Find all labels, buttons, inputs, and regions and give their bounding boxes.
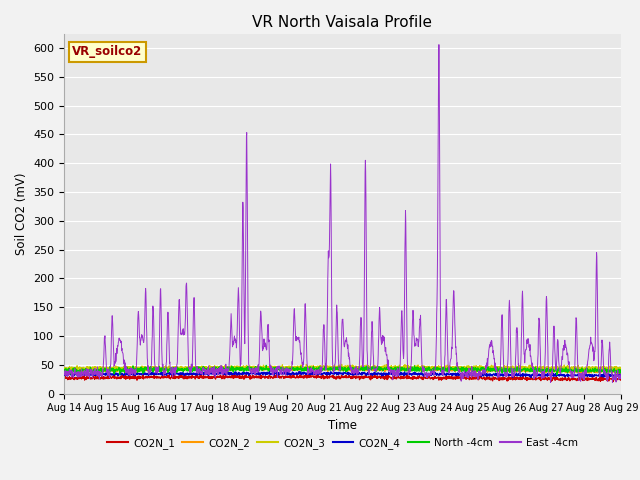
Title: VR North Vaisala Profile: VR North Vaisala Profile [252, 15, 433, 30]
Legend: CO2N_1, CO2N_2, CO2N_3, CO2N_4, North -4cm, East -4cm: CO2N_1, CO2N_2, CO2N_3, CO2N_4, North -4… [103, 434, 582, 453]
Y-axis label: Soil CO2 (mV): Soil CO2 (mV) [15, 172, 28, 255]
Text: VR_soilco2: VR_soilco2 [72, 45, 143, 58]
X-axis label: Time: Time [328, 419, 357, 432]
